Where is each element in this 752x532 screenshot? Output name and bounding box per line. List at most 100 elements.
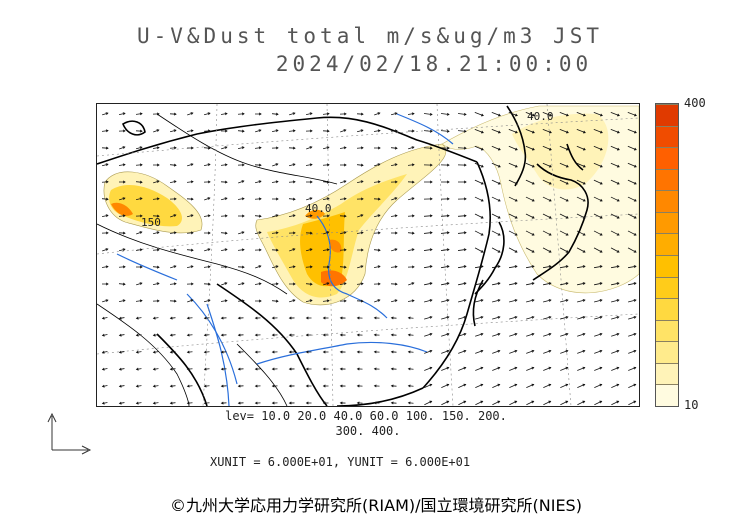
wind-arrow-head xyxy=(446,299,450,302)
wind-arrow-head xyxy=(173,197,177,201)
wind-arrow xyxy=(187,402,193,404)
wind-arrow-head xyxy=(390,384,394,388)
wind-arrow-head xyxy=(565,299,569,302)
wind-arrow-head xyxy=(582,198,586,202)
wind-arrow-head xyxy=(373,350,377,354)
wind-arrow xyxy=(339,266,347,268)
wind-arrow-head xyxy=(429,163,433,167)
wind-arrow-head xyxy=(633,164,637,168)
wind-arrow xyxy=(101,198,109,200)
wind-arrow-head xyxy=(582,400,586,404)
wind-arrow-head xyxy=(446,315,450,319)
wind-arrow xyxy=(577,333,585,337)
wind-arrow-head xyxy=(599,232,603,236)
wind-arrow-head xyxy=(207,265,211,269)
wind-arrow-head xyxy=(135,333,139,337)
wind-arrow xyxy=(339,147,347,149)
wind-arrow-head xyxy=(377,180,381,184)
wind-arrow xyxy=(457,265,467,269)
wind-arrow-head xyxy=(599,299,603,302)
wind-arrow-head xyxy=(275,265,279,269)
wind-arrow-head xyxy=(356,333,360,337)
wind-arrow-head xyxy=(105,180,109,184)
wind-arrow xyxy=(118,299,126,303)
wind-arrow-head xyxy=(305,350,309,354)
wind-arrow-head xyxy=(122,197,126,201)
wind-arrow xyxy=(153,368,159,370)
wind-arrow xyxy=(169,283,177,285)
wind-arrow-head xyxy=(616,383,620,387)
wind-arrow xyxy=(475,367,483,371)
wind-arrow-head xyxy=(616,232,620,236)
wind-arrow-head xyxy=(480,265,484,269)
wind-arrow-head xyxy=(599,250,603,253)
wind-arrow xyxy=(306,146,312,150)
wind-arrow-head xyxy=(254,316,258,320)
wind-arrow-head xyxy=(616,215,620,219)
wind-arrow xyxy=(594,367,602,371)
wind-arrow xyxy=(627,128,637,134)
wind-arrow xyxy=(509,350,517,354)
wind-arrow-head xyxy=(118,401,122,405)
wind-arrow-head xyxy=(122,248,126,252)
wind-arrow-head xyxy=(548,250,552,253)
wind-arrow-head xyxy=(271,401,275,405)
wind-arrow-head xyxy=(548,181,552,185)
wind-arrow xyxy=(238,180,244,184)
wind-arrow-head xyxy=(531,400,535,404)
wind-arrow-head xyxy=(411,214,415,218)
wind-arrow xyxy=(221,146,227,150)
wind-arrow xyxy=(136,317,142,319)
wind-arrow-head xyxy=(394,129,398,133)
wind-arrow xyxy=(475,350,483,354)
wind-arrow-head xyxy=(122,299,126,303)
wind-arrow-head xyxy=(207,214,211,218)
wind-arrow-head xyxy=(480,299,484,302)
wind-arrow-head xyxy=(343,163,347,167)
wind-arrow-head xyxy=(548,349,552,353)
wind-arrow-head xyxy=(101,367,105,371)
wind-arrow-head xyxy=(275,180,279,184)
wind-arrow xyxy=(542,196,552,202)
wind-arrow xyxy=(457,147,467,149)
wind-arrow-head xyxy=(480,130,484,134)
wind-arrow xyxy=(577,367,585,371)
wind-arrow xyxy=(271,129,279,133)
coastline xyxy=(97,105,589,406)
wind-arrow-head xyxy=(480,232,484,236)
wind-arrow-head xyxy=(377,282,381,286)
wind-arrow xyxy=(135,300,143,302)
wind-arrow-head xyxy=(101,384,105,388)
wind-arrow-head xyxy=(497,130,501,134)
wind-arrow-head xyxy=(616,113,620,117)
wind-arrow-head xyxy=(122,180,126,184)
wind-arrow-head xyxy=(309,112,313,116)
wind-arrow xyxy=(374,112,380,116)
wind-arrow-head xyxy=(377,231,381,235)
wind-arrow-head xyxy=(390,316,394,320)
wind-arrow xyxy=(152,147,160,149)
wind-arrow xyxy=(289,248,295,252)
wind-arrow-head xyxy=(360,197,364,201)
wind-arrow-head xyxy=(271,367,275,371)
wind-arrow xyxy=(611,367,619,371)
wind-arrow-head xyxy=(463,349,467,353)
wind-arrow-head xyxy=(531,265,535,269)
wind-arrow xyxy=(340,180,346,184)
wind-arrow xyxy=(187,163,193,167)
wind-arrow xyxy=(509,333,517,337)
wind-arrow-head xyxy=(616,147,620,151)
wind-arrow xyxy=(407,164,415,166)
wind-arrow xyxy=(576,112,586,116)
wind-arrow-head xyxy=(531,147,535,151)
wind-arrow xyxy=(118,215,126,217)
wind-arrow xyxy=(339,282,347,286)
wind-arrow-head xyxy=(105,163,109,167)
wind-arrow-head xyxy=(480,400,484,404)
color-scale-segment xyxy=(656,233,678,255)
wind-arrow-head xyxy=(122,112,126,116)
wind-arrow xyxy=(373,249,381,251)
wind-arrow xyxy=(153,317,159,319)
wind-arrow-head xyxy=(254,333,258,337)
wind-arrow xyxy=(560,350,568,354)
